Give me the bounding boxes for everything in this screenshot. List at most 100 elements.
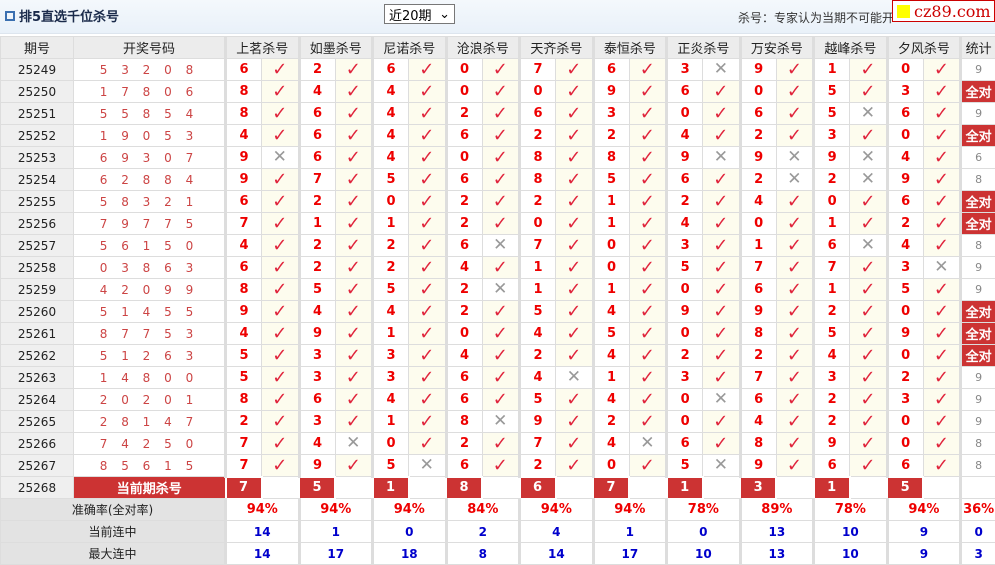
check-icon: ✓ <box>787 191 802 212</box>
issue-number: 25260 <box>1 301 74 323</box>
check-icon: ✓ <box>493 345 508 366</box>
column-header-expert[interactable]: 越峰杀号 <box>814 37 888 59</box>
empty-cell <box>703 477 741 499</box>
kill-number: 4 <box>520 323 556 345</box>
column-header-expert[interactable]: 万安杀号 <box>740 37 814 59</box>
check-icon: ✓ <box>419 59 434 80</box>
hit-cell: ✓ <box>262 455 300 477</box>
check-icon: ✓ <box>934 213 949 234</box>
site-logo: cz89.com <box>892 0 995 22</box>
kill-number: 2 <box>520 125 556 147</box>
hit-count: 6 <box>961 147 995 169</box>
stats-value: 94% <box>520 499 594 521</box>
check-icon: ✓ <box>566 455 581 476</box>
hit-cell: ✓ <box>262 323 300 345</box>
all-correct-badge: 全对 <box>961 191 995 213</box>
kill-number: 2 <box>446 213 482 235</box>
check-icon: ✓ <box>346 147 361 168</box>
issue-number: 25263 <box>1 367 74 389</box>
hit-cell: ✓ <box>262 367 300 389</box>
check-icon: ✓ <box>934 433 949 454</box>
kill-number: 8 <box>446 411 482 433</box>
hit-cell: ✓ <box>776 213 814 235</box>
stats-value: 78% <box>814 499 888 521</box>
check-icon: ✓ <box>346 279 361 300</box>
chevron-down-icon: ⌄ <box>439 7 450 22</box>
check-icon: ✓ <box>493 103 508 124</box>
miss-cell: ✕ <box>482 235 520 257</box>
hit-cell: ✓ <box>409 125 447 147</box>
check-icon: ✓ <box>566 81 581 102</box>
column-header-expert[interactable]: 沧浪杀号 <box>446 37 520 59</box>
hit-cell: ✓ <box>923 433 961 455</box>
hit-cell: ✓ <box>409 235 447 257</box>
column-header-expert[interactable]: 正炎杀号 <box>667 37 741 59</box>
hit-cell: ✓ <box>776 59 814 81</box>
stats-value: 94% <box>373 499 447 521</box>
check-icon: ✓ <box>713 257 728 278</box>
check-icon: ✓ <box>934 169 949 190</box>
column-header-expert[interactable]: 上茗杀号 <box>226 37 300 59</box>
kill-number: 9 <box>299 455 335 477</box>
kill-number: 5 <box>593 323 629 345</box>
issue-number: 25254 <box>1 169 74 191</box>
miss-cell: ✕ <box>850 169 888 191</box>
hit-cell: ✓ <box>923 455 961 477</box>
check-icon: ✓ <box>787 323 802 344</box>
hit-cell: ✓ <box>482 455 520 477</box>
miss-cell: ✕ <box>703 59 741 81</box>
hit-cell: ✓ <box>482 169 520 191</box>
miss-cell: ✕ <box>703 389 741 411</box>
kill-number: 2 <box>446 433 482 455</box>
stats-value: 9 <box>887 521 961 543</box>
kill-number: 7 <box>299 169 335 191</box>
kill-number: 9 <box>740 455 776 477</box>
kill-number: 5 <box>887 279 923 301</box>
period-select[interactable]: 近20期⌄ <box>384 4 455 24</box>
kill-number: 1 <box>593 367 629 389</box>
hit-cell: ✓ <box>850 389 888 411</box>
top-bar: 排5直选千位杀号 近20期⌄ 杀号：专家认为当期不可能开 cz89.com <box>0 0 995 34</box>
miss-cell: ✕ <box>850 103 888 125</box>
check-icon: ✓ <box>713 323 728 344</box>
check-icon: ✓ <box>640 455 655 476</box>
kill-number: 1 <box>814 213 850 235</box>
hit-cell: ✓ <box>556 59 594 81</box>
hit-cell: ✓ <box>556 147 594 169</box>
hit-cell: ✓ <box>482 125 520 147</box>
kill-number: 5 <box>373 279 409 301</box>
check-icon: ✓ <box>493 125 508 146</box>
hit-cell: ✓ <box>776 81 814 103</box>
hit-cell: ✓ <box>923 81 961 103</box>
check-icon: ✓ <box>566 433 581 454</box>
kill-number: 2 <box>520 455 556 477</box>
check-icon: ✓ <box>419 279 434 300</box>
check-icon: ✓ <box>566 103 581 124</box>
column-header-expert[interactable]: 泰恒杀号 <box>593 37 667 59</box>
cross-icon: ✕ <box>861 103 875 123</box>
kill-number: 0 <box>667 323 703 345</box>
check-icon: ✓ <box>640 345 655 366</box>
kill-number: 6 <box>814 455 850 477</box>
check-icon: ✓ <box>493 81 508 102</box>
hit-cell: ✓ <box>335 125 373 147</box>
hit-cell: ✓ <box>482 367 520 389</box>
kill-number: 6 <box>446 125 482 147</box>
hit-cell: ✓ <box>482 323 520 345</box>
column-header-expert[interactable]: 如墨杀号 <box>299 37 373 59</box>
check-icon: ✓ <box>566 389 581 410</box>
hit-count: 8 <box>961 433 995 455</box>
hit-cell: ✓ <box>556 433 594 455</box>
column-header-expert[interactable]: 尼诺杀号 <box>373 37 447 59</box>
draw-numbers: 1 9 0 5 3 <box>74 125 226 147</box>
check-icon: ✓ <box>713 125 728 146</box>
current-kill-number: 3 <box>740 477 776 499</box>
check-icon: ✓ <box>860 81 875 102</box>
column-header-expert[interactable]: 夕风杀号 <box>887 37 961 59</box>
kill-number: 0 <box>740 213 776 235</box>
column-header-expert[interactable]: 天齐杀号 <box>520 37 594 59</box>
check-icon: ✓ <box>713 169 728 190</box>
